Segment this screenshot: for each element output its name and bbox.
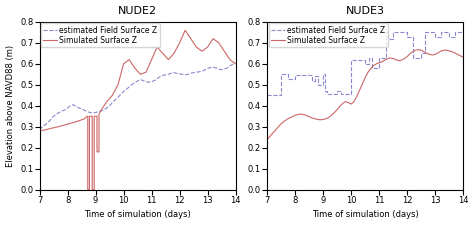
Simulated Surface Z xyxy=(182,29,188,32)
estimated Field Surface Z xyxy=(109,101,115,104)
Simulated Surface Z xyxy=(193,46,199,48)
Simulated Surface Z xyxy=(84,115,90,118)
Simulated Surface Z xyxy=(270,132,276,134)
Simulated Surface Z xyxy=(127,58,132,61)
Simulated Surface Z xyxy=(96,151,102,153)
Title: NUDE2: NUDE2 xyxy=(118,6,157,16)
Simulated Surface Z xyxy=(149,58,155,61)
estimated Field Surface Z xyxy=(221,68,227,70)
Simulated Surface Z xyxy=(233,63,238,65)
Simulated Surface Z xyxy=(109,94,115,97)
estimated Field Surface Z xyxy=(233,61,238,64)
estimated Field Surface Z xyxy=(385,31,391,34)
Simulated Surface Z xyxy=(155,46,160,48)
estimated Field Surface Z xyxy=(391,37,396,40)
Simulated Surface Z xyxy=(171,52,177,55)
Simulated Surface Z xyxy=(65,123,71,126)
Simulated Surface Z xyxy=(452,52,457,54)
Simulated Surface Z xyxy=(221,50,227,53)
Simulated Surface Z xyxy=(85,188,91,191)
estimated Field Surface Z xyxy=(376,67,382,69)
Simulated Surface Z xyxy=(48,127,54,130)
Title: NUDE3: NUDE3 xyxy=(346,6,385,16)
Simulated Surface Z xyxy=(413,49,419,52)
Simulated Surface Z xyxy=(42,128,48,131)
estimated Field Surface Z xyxy=(42,123,48,126)
Simulated Surface Z xyxy=(91,188,97,191)
Simulated Surface Z xyxy=(85,115,91,118)
Simulated Surface Z xyxy=(90,115,95,118)
estimated Field Surface Z xyxy=(132,81,137,84)
Simulated Surface Z xyxy=(360,82,365,85)
Line: Simulated Surface Z: Simulated Surface Z xyxy=(267,50,463,139)
Simulated Surface Z xyxy=(76,119,82,122)
Simulated Surface Z xyxy=(87,188,92,191)
Simulated Surface Z xyxy=(91,115,97,118)
Simulated Surface Z xyxy=(320,118,326,121)
Simulated Surface Z xyxy=(96,115,102,118)
Simulated Surface Z xyxy=(205,46,210,48)
Simulated Surface Z xyxy=(82,117,87,120)
Simulated Surface Z xyxy=(54,126,59,128)
Simulated Surface Z xyxy=(143,71,149,74)
estimated Field Surface Z xyxy=(37,128,43,131)
Legend: estimated Field Surface Z, Simulated Surface Z: estimated Field Surface Z, Simulated Sur… xyxy=(269,23,388,47)
Simulated Surface Z xyxy=(94,151,100,153)
estimated Field Surface Z xyxy=(419,56,424,59)
Simulated Surface Z xyxy=(98,109,104,111)
Line: estimated Field Surface Z: estimated Field Surface Z xyxy=(267,32,463,95)
Simulated Surface Z xyxy=(177,41,182,44)
Simulated Surface Z xyxy=(165,58,171,61)
Line: estimated Field Surface Z: estimated Field Surface Z xyxy=(40,63,236,130)
Simulated Surface Z xyxy=(90,188,95,191)
Simulated Surface Z xyxy=(96,113,102,115)
Simulated Surface Z xyxy=(227,58,233,61)
Simulated Surface Z xyxy=(104,100,109,103)
Simulated Surface Z xyxy=(132,67,137,69)
Simulated Surface Z xyxy=(115,83,121,86)
Simulated Surface Z xyxy=(160,52,165,55)
Simulated Surface Z xyxy=(94,115,100,118)
Simulated Surface Z xyxy=(37,130,43,132)
Simulated Surface Z xyxy=(121,63,127,65)
estimated Field Surface Z xyxy=(264,94,270,97)
Simulated Surface Z xyxy=(210,37,216,40)
Simulated Surface Z xyxy=(188,37,193,40)
Y-axis label: Elevation above NAVD88 (m): Elevation above NAVD88 (m) xyxy=(6,45,15,167)
Simulated Surface Z xyxy=(416,48,421,51)
Simulated Surface Z xyxy=(382,59,388,61)
Simulated Surface Z xyxy=(59,124,65,127)
Line: Simulated Surface Z: Simulated Surface Z xyxy=(40,30,236,190)
estimated Field Surface Z xyxy=(278,94,283,97)
Simulated Surface Z xyxy=(199,50,205,53)
estimated Field Surface Z xyxy=(93,111,99,114)
estimated Field Surface Z xyxy=(383,31,389,34)
Simulated Surface Z xyxy=(216,41,222,44)
estimated Field Surface Z xyxy=(460,31,466,34)
Simulated Surface Z xyxy=(70,121,76,124)
Legend: estimated Field Surface Z, Simulated Surface Z: estimated Field Surface Z, Simulated Sur… xyxy=(41,23,160,47)
estimated Field Surface Z xyxy=(155,77,160,80)
Simulated Surface Z xyxy=(264,138,270,141)
Simulated Surface Z xyxy=(460,56,466,58)
Simulated Surface Z xyxy=(84,115,90,118)
Simulated Surface Z xyxy=(137,73,143,76)
X-axis label: Time of simulation (days): Time of simulation (days) xyxy=(312,210,419,219)
X-axis label: Time of simulation (days): Time of simulation (days) xyxy=(84,210,191,219)
estimated Field Surface Z xyxy=(334,90,340,92)
Simulated Surface Z xyxy=(87,115,92,118)
